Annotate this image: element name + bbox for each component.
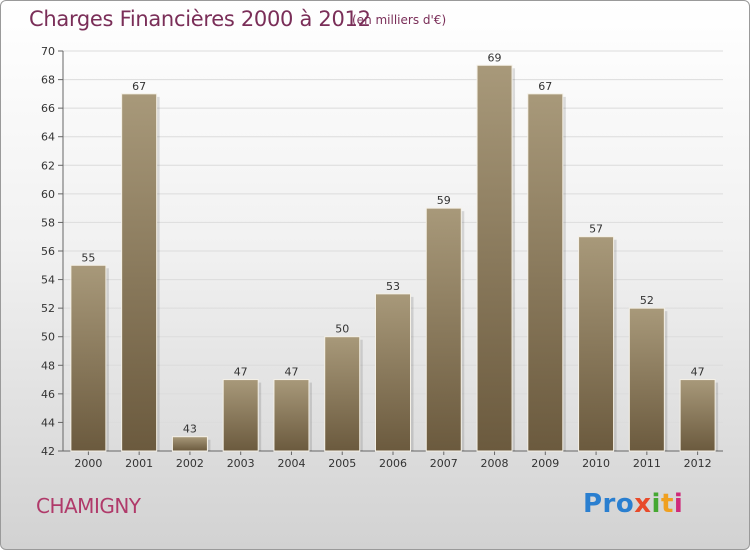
- bar-2001: [121, 93, 158, 452]
- bar-2003: [222, 379, 259, 452]
- bar-2004: [273, 379, 310, 452]
- data-label-2003: 47: [234, 366, 248, 379]
- bar-2007: [425, 207, 462, 452]
- bar-2000: [70, 264, 107, 452]
- x-tick-label-2011: 2011: [633, 457, 661, 470]
- x-tick-label-2000: 2000: [74, 457, 102, 470]
- y-tick-label: 60: [41, 188, 55, 201]
- data-label-2006: 53: [386, 280, 400, 293]
- x-tick-label-2010: 2010: [582, 457, 610, 470]
- labels: 42 44 46 48 50 52 54 56 58 60 62 64 66 68 70 55 2000 67 20…: [41, 45, 712, 470]
- y-tick-label: 62: [41, 159, 55, 172]
- y-tick-label: 50: [41, 331, 55, 344]
- y-tick-label: 42: [41, 445, 55, 458]
- bar-2006: [375, 293, 411, 452]
- data-label-2005: 50: [335, 323, 349, 336]
- x-tick-label-2002: 2002: [176, 457, 204, 470]
- data-label-2001: 67: [132, 80, 146, 93]
- x-tick-label-2001: 2001: [125, 457, 153, 470]
- bar-2011: [628, 307, 665, 452]
- data-label-2007: 59: [437, 194, 451, 207]
- y-tick-label: 44: [41, 416, 55, 429]
- x-tick-label-2012: 2012: [684, 457, 712, 470]
- y-tick-label: 48: [41, 359, 55, 372]
- data-label-2012: 47: [691, 366, 705, 379]
- data-label-2000: 55: [81, 251, 95, 264]
- bar-2009: [527, 93, 564, 452]
- data-label-2011: 52: [640, 294, 654, 307]
- y-tick-label: 70: [41, 45, 55, 58]
- bar-2002: [171, 436, 208, 452]
- x-tick-label-2006: 2006: [379, 457, 407, 470]
- y-tick-label: 68: [41, 74, 55, 87]
- data-label-2010: 57: [589, 223, 603, 236]
- bar-2010: [578, 236, 615, 452]
- y-tick-label: 58: [41, 216, 55, 229]
- chart-title: Charges Financières 2000 à 2012: [29, 7, 371, 31]
- data-label-2008: 69: [488, 51, 502, 64]
- city-name: CHAMIGNY: [36, 494, 141, 518]
- data-label-2002: 43: [183, 423, 197, 436]
- bar-2012: [679, 379, 716, 452]
- x-tick-label-2004: 2004: [277, 457, 305, 470]
- data-label-2009: 67: [538, 80, 552, 93]
- y-tick-label: 66: [41, 102, 55, 115]
- bar-2008: [476, 64, 513, 452]
- x-tick-label-2005: 2005: [328, 457, 356, 470]
- x-tick-label-2003: 2003: [227, 457, 255, 470]
- y-tick-label: 54: [41, 274, 55, 287]
- y-tick-label: 46: [41, 388, 55, 401]
- proxiti-logo: Proxiti: [583, 489, 684, 519]
- y-tick-label: 56: [41, 245, 55, 258]
- x-tick-label-2009: 2009: [531, 457, 559, 470]
- bars: [70, 64, 719, 452]
- x-tick-label-2007: 2007: [430, 457, 458, 470]
- bar-2005: [324, 336, 361, 452]
- chart-subtitle: (en milliers d'€): [352, 13, 447, 27]
- y-tick-label: 64: [41, 131, 55, 144]
- x-tick-label-2008: 2008: [481, 457, 509, 470]
- data-label-2004: 47: [284, 366, 298, 379]
- y-tick-label: 52: [41, 302, 55, 315]
